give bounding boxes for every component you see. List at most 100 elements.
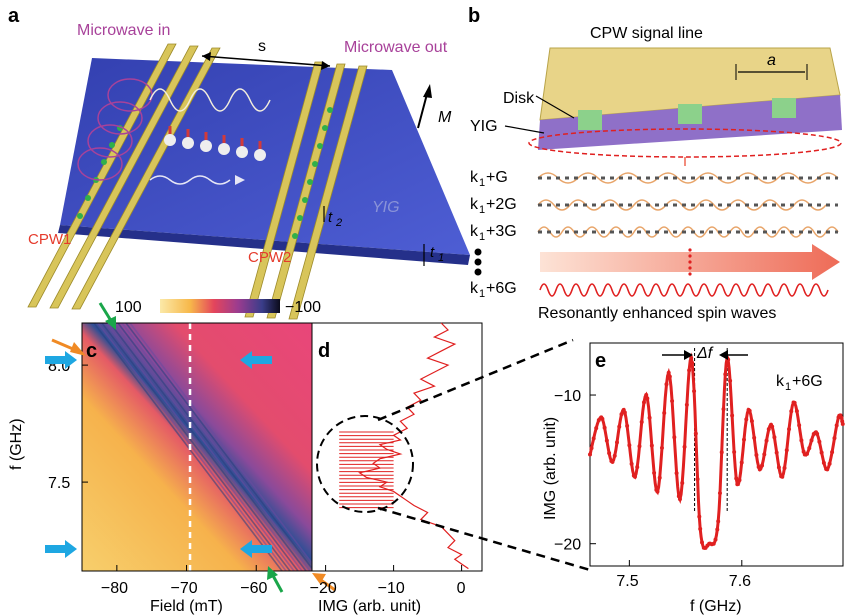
e-point xyxy=(657,475,662,480)
e-point xyxy=(591,436,596,441)
yig-pointer xyxy=(504,125,545,134)
spin-wave-arrowhead xyxy=(235,175,245,185)
disks xyxy=(578,98,796,130)
e-point xyxy=(721,407,726,412)
cpw2-label: CPW2 xyxy=(248,249,291,266)
resonant-caption: Resonantly enhanced spin waves xyxy=(538,305,776,322)
e-point xyxy=(830,450,835,455)
heatmap-stripe xyxy=(129,322,319,572)
orange-arrowhead-top xyxy=(70,342,86,356)
mode-1: k 1 +G xyxy=(470,169,839,189)
spin-chain-highlight xyxy=(528,128,842,158)
e-point xyxy=(774,450,779,455)
e-point xyxy=(815,431,820,436)
e-point xyxy=(839,415,844,420)
e-points xyxy=(588,355,845,550)
heatmap-stripe xyxy=(105,322,295,572)
delta-f-left-head xyxy=(684,350,693,360)
e-point xyxy=(644,393,649,398)
e-point xyxy=(734,476,739,481)
e-point xyxy=(735,482,740,487)
e-point xyxy=(637,444,642,449)
green-dots xyxy=(77,107,333,239)
e-yticks: −10 −20 xyxy=(554,388,596,554)
t2-label: t xyxy=(328,209,333,226)
e-point xyxy=(807,446,812,451)
mode-ellipsis xyxy=(474,248,482,276)
panel-label-b: b xyxy=(468,5,480,27)
e-point xyxy=(677,497,682,502)
t1-marker: t 1 xyxy=(423,244,444,266)
e-point xyxy=(770,424,775,429)
e-point xyxy=(744,417,749,422)
e-point xyxy=(625,423,630,428)
e-point xyxy=(695,477,700,482)
e-point xyxy=(757,467,762,472)
e-point xyxy=(713,537,718,542)
propagation-dots xyxy=(688,248,692,276)
e-point xyxy=(776,465,781,470)
e-point xyxy=(739,460,744,465)
cpw-signal-line-label: CPW signal line xyxy=(590,25,703,42)
e-point xyxy=(749,419,754,424)
d-xtick-label: 0 xyxy=(457,580,466,597)
e-ytick-label: −20 xyxy=(554,537,581,554)
e-point xyxy=(641,400,646,405)
e-xtick-label: 7.5 xyxy=(616,573,638,590)
d-frame xyxy=(311,322,483,572)
spacing-arrow-right xyxy=(321,61,330,70)
e-point xyxy=(617,424,622,429)
colorbar-max: 100 xyxy=(115,299,142,316)
e-point xyxy=(760,463,765,468)
mode-1-rest: +G xyxy=(486,169,508,186)
cyan-arrow-bottom xyxy=(240,540,272,558)
zoom-circle xyxy=(316,415,414,513)
green-arrowhead-top xyxy=(105,316,116,330)
c-xlabel: Field (mT) xyxy=(150,598,223,615)
e-point xyxy=(782,465,787,470)
magnetization-label: M xyxy=(438,109,452,126)
e-point xyxy=(805,451,810,456)
disk-label: Disk xyxy=(503,90,535,107)
d-xtick-label: −20 xyxy=(310,580,337,597)
e-point xyxy=(666,370,671,375)
mode-3-wave xyxy=(537,226,839,238)
e-point xyxy=(652,470,657,475)
e-point xyxy=(752,435,757,440)
t2-marker: t 2 xyxy=(323,206,342,229)
cyan-arrow-top xyxy=(240,351,272,369)
panel-a: a s Microwave in Micr xyxy=(8,5,470,320)
e-point xyxy=(627,443,632,448)
e-point xyxy=(596,418,601,423)
e-point xyxy=(600,416,605,421)
c-xticks: −80 −70 −60 xyxy=(101,565,267,597)
t1-sub: 1 xyxy=(438,252,444,264)
e-point xyxy=(612,453,617,458)
heatmap-stripes xyxy=(93,322,319,572)
mode-2: k 1 +2G xyxy=(470,196,838,216)
mode-3-sub: 1 xyxy=(479,231,485,243)
e-point xyxy=(632,474,637,479)
mode-1-sub: 1 xyxy=(479,177,485,189)
e-point xyxy=(588,452,592,457)
e-point xyxy=(697,514,702,519)
panel-e: e Δf k 1 +6G 7.5 7.6 −10 −20 f (GHz) IMG (… xyxy=(542,342,845,615)
magnetization-arrow xyxy=(417,93,428,129)
e-mode-sub: 1 xyxy=(785,381,791,393)
yig-slab-edge xyxy=(58,225,470,265)
e-point xyxy=(699,540,704,545)
e-point xyxy=(717,491,722,496)
e-point xyxy=(670,399,675,404)
e-point xyxy=(809,438,814,443)
e-point xyxy=(730,413,735,418)
d-cyan-arrow-bottom xyxy=(45,540,77,558)
e-point xyxy=(766,427,771,432)
e-point xyxy=(692,389,697,394)
orange-arrowhead-bottom xyxy=(312,573,326,584)
e-point xyxy=(711,541,716,546)
e-xticks: 7.5 7.6 xyxy=(616,560,751,590)
t1-label: t xyxy=(430,244,435,261)
e-point xyxy=(741,437,746,442)
e-ylabel: IMG (arb. unit) xyxy=(542,417,559,520)
panel-label-e: e xyxy=(595,350,606,372)
